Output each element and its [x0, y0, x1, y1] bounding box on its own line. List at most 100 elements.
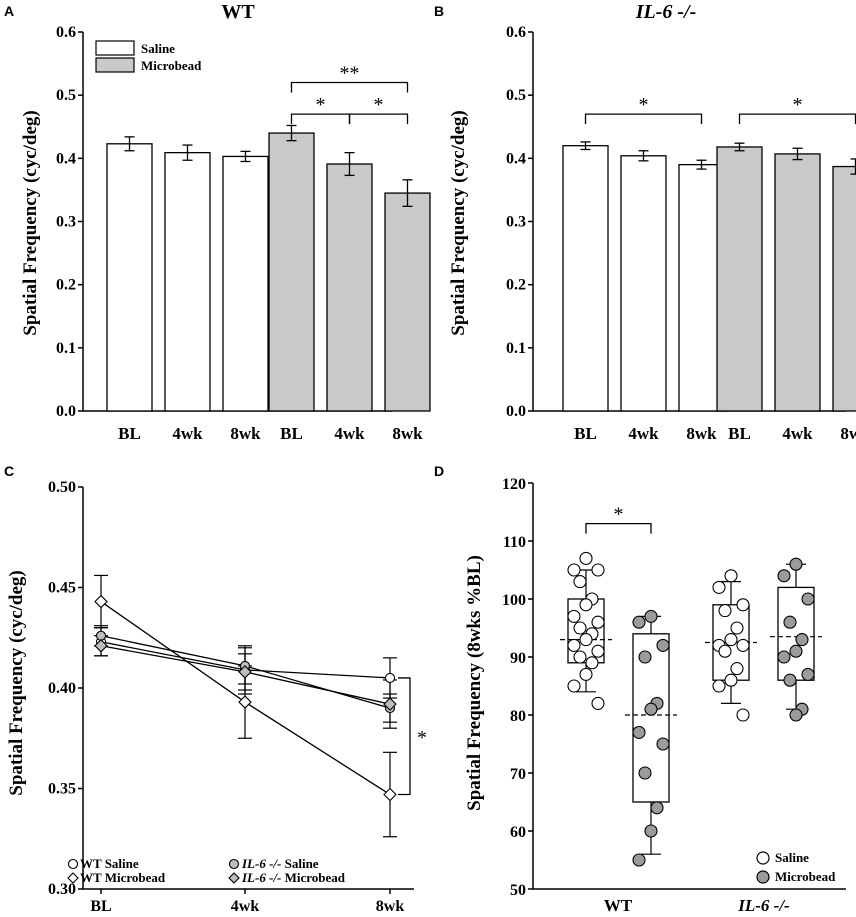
panel-a-legend: Saline Microbead: [95, 40, 202, 73]
data-point: [730, 621, 744, 635]
x-tick-label: 4wk: [628, 424, 659, 443]
significance-bracket: [584, 113, 703, 125]
panel-letter-a: A: [4, 3, 14, 19]
box-il6-saline: [705, 569, 757, 722]
panel-a-title: WT: [221, 1, 255, 23]
x-tick-label: 4wk: [172, 424, 203, 443]
panel-d-ylabel: Spatial Frequency (8wks %BL): [464, 555, 485, 811]
legend-wt-microbead: WT Microbead: [80, 870, 166, 885]
data-point: [777, 650, 791, 664]
bar-saline-4wk: [164, 151, 211, 412]
data-point: [718, 604, 732, 618]
panel-c: C Spatial Frequency (cyc/deg) 0.300.350.…: [4, 463, 427, 915]
y-tick-label: 0.4: [506, 150, 526, 167]
legend-d-saline: Saline: [775, 850, 809, 865]
y-tick-label: 0.3: [56, 214, 76, 231]
significance-label: *: [639, 94, 649, 116]
data-point: [567, 679, 581, 693]
data-point: [567, 638, 581, 652]
panel-letter-b: B: [434, 3, 444, 19]
legend-il6-saline: IL-6 -/- Saline: [241, 856, 319, 871]
data-point: [95, 630, 107, 641]
data-point: [632, 853, 646, 867]
data-point: [724, 673, 738, 687]
y-tick-label: 0.1: [56, 340, 76, 357]
data-point: [585, 656, 599, 670]
data-point: [94, 594, 108, 609]
data-point: [730, 662, 744, 676]
data-point: [736, 598, 750, 612]
significance-bracket: [290, 81, 409, 93]
data-point: [801, 667, 815, 681]
bar-microbead-8wk: [832, 165, 856, 412]
y-tick-label: 0.3: [506, 214, 526, 231]
legend-saline-marker: [756, 851, 770, 865]
box-wt-saline: [560, 551, 612, 710]
y-tick-label: 0.4: [56, 150, 76, 167]
significance-label: *: [793, 94, 803, 116]
significance-bracket: [585, 522, 652, 534]
panel-a: A WT Spatial Frequency (cyc/deg) 0.0 0.1 0…: [4, 1, 431, 443]
data-point: [650, 801, 664, 815]
legend-wt-saline: WT Saline: [80, 856, 139, 871]
panel-d: D Spatial Frequency (8wks %BL) 50 60 70 80 9…: [434, 463, 846, 915]
data-point: [656, 737, 670, 751]
data-point: [573, 575, 587, 589]
x-tick-label: BL: [574, 424, 597, 443]
data-point: [644, 609, 658, 623]
x-tick-label: BL: [728, 424, 751, 443]
panel-c-plot: 0.30 0.35 0.40 0.45 0.50 BL 4wk 8wk *: [48, 479, 427, 915]
bar-microbead-bl: [716, 146, 763, 412]
bar-saline-bl: [562, 145, 609, 412]
y-tick-label: 60: [510, 824, 526, 841]
data-point: [783, 615, 797, 629]
y-tick-label: 0.40: [48, 680, 76, 697]
x-tick-label: BL: [90, 898, 111, 915]
y-tick-label: 80: [510, 708, 526, 725]
panel-b-ylabel: Spatial Frequency (cyc/deg): [448, 110, 469, 336]
x-tick-label: WT: [604, 896, 633, 915]
data-point: [638, 766, 652, 780]
x-tick-label: 4wk: [231, 898, 260, 915]
data-point: [777, 569, 791, 583]
data-point: [656, 638, 670, 652]
significance-bracket: [398, 677, 411, 796]
panel-c-ylabel: Spatial Frequency (cyc/deg): [6, 570, 27, 796]
y-tick-label: 0.50: [48, 479, 76, 496]
data-point: [567, 563, 581, 577]
x-tick-label: IL-6 -/-: [737, 896, 790, 915]
y-tick-label: 100: [502, 592, 526, 609]
bar-saline-8wk: [222, 155, 269, 412]
data-point: [591, 615, 605, 629]
data-point: [789, 708, 803, 722]
data-point: [644, 824, 658, 838]
x-tick-label: 8wk: [392, 424, 423, 443]
data-point: [573, 650, 587, 664]
bar-saline-bl: [106, 143, 153, 412]
y-tick-label: 70: [510, 766, 526, 783]
data-point: [718, 644, 732, 658]
data-point: [383, 787, 397, 802]
data-point: [736, 638, 750, 652]
y-tick-label: 110: [503, 534, 526, 551]
data-point: [238, 695, 252, 709]
panel-letter-c: C: [4, 463, 14, 479]
legend-microbead-label: Microbead: [141, 58, 202, 73]
legend-saline-label: Saline: [141, 41, 175, 56]
panel-d-legend: Saline Microbead: [756, 850, 836, 884]
significance-label: *: [614, 504, 624, 526]
x-tick-label: 4wk: [334, 424, 365, 443]
box-wt-microbead: [625, 609, 677, 867]
data-point: [789, 644, 803, 658]
y-tick-label: 90: [510, 650, 526, 667]
data-point: [632, 725, 646, 739]
data-point: [736, 708, 750, 722]
significance-label: **: [340, 63, 360, 85]
y-tick-label: 0.1: [506, 340, 526, 357]
legend-wt-microbead-marker: [67, 872, 79, 884]
data-point: [591, 696, 605, 710]
data-point: [573, 621, 587, 635]
data-point: [632, 615, 646, 629]
data-point: [591, 644, 605, 658]
